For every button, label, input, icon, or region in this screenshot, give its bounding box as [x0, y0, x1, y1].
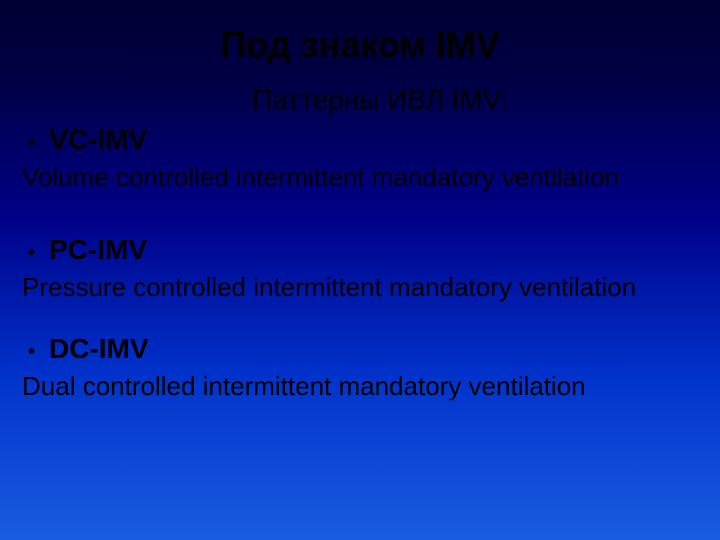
- bullet-item: • PC-IMV: [28, 234, 700, 267]
- bullet-marker: •: [28, 338, 35, 366]
- item-description: Dual controlled intermittent mandatory v…: [22, 370, 700, 403]
- bullet-marker: •: [28, 129, 35, 157]
- bullet-item: • DC-IMV: [28, 333, 700, 366]
- bullet-label: PC-IMV: [49, 234, 147, 266]
- bullet-item: • VC-IMV: [28, 124, 700, 157]
- slide-subtitle: Паттерны ИВЛ IMV:: [40, 84, 720, 122]
- slide-title: Под знаком IMV: [0, 0, 720, 84]
- item-description: Volume controlled intermittent mandatory…: [22, 161, 700, 194]
- item-description: Pressure controlled intermittent mandato…: [22, 271, 700, 304]
- bullet-marker: •: [28, 239, 35, 267]
- bullet-label: VC-IMV: [49, 124, 147, 156]
- content-area: • VC-IMV Volume controlled intermittent …: [0, 124, 720, 403]
- bullet-label: DC-IMV: [49, 333, 149, 365]
